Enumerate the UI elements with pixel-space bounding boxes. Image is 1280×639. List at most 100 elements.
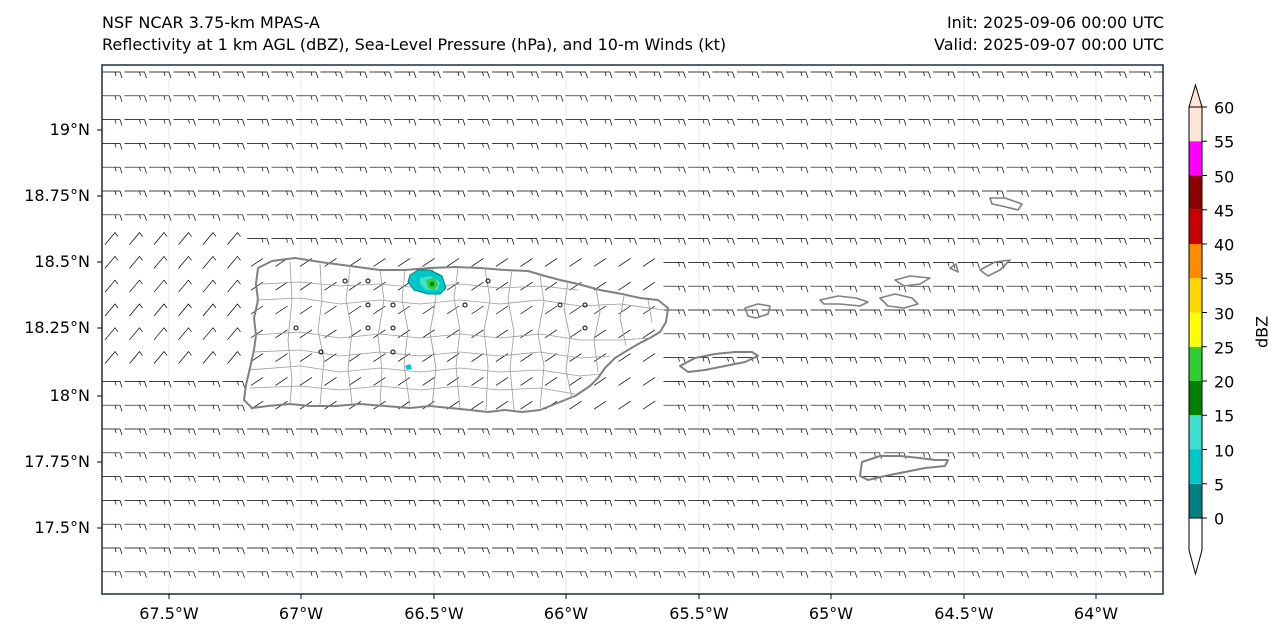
wind-barb [348,353,362,362]
wind-barb [618,281,631,291]
wind-barb [198,571,221,578]
wind-barb [835,214,858,221]
wind-barb [761,262,784,269]
wind-barb [443,95,466,102]
wind-barb [614,547,637,555]
wind-barb [247,119,270,126]
wind-barb [957,476,980,483]
wind-barb [1055,428,1078,436]
wind-barb [663,452,686,459]
wind-barb [227,327,241,341]
wind-barb [859,523,882,531]
wind-barb [810,428,833,436]
wind-barb [471,258,484,267]
wind-barb [761,428,784,436]
wind-barb [250,258,264,267]
wind-barb [908,95,931,102]
lat-tick-label: 19°N [49,120,90,139]
wind-barb [957,285,980,293]
wind-barb [1129,309,1152,317]
wind-barb [104,351,119,364]
wind-barb [1055,95,1078,102]
wind-barb [1031,596,1053,602]
lon-tick-label: 67°W [278,604,324,623]
wind-barb [296,476,319,483]
field-title: Reflectivity at 1 km AGL (dBZ), Sea-Leve… [102,35,727,54]
wind-barb [642,400,656,410]
wind-barb [124,190,147,198]
wind-barb [369,166,392,174]
wind-barb [198,95,221,102]
wind-barb [859,238,882,245]
wind-barb [884,214,907,221]
wind-barb [1031,381,1054,388]
wind-barb [835,333,858,340]
wind-barb [467,571,490,578]
wind-barb [712,333,735,340]
wind-barb [467,547,490,555]
wind-barb [1104,71,1127,79]
wind-barb [590,523,613,531]
wind-barb [590,166,613,174]
wind-barb [104,232,119,245]
wind-barb [1006,262,1029,269]
wind-barb [859,95,882,102]
wind-barb [884,596,906,602]
wind-barb [516,452,539,459]
colorbar-segment [1189,312,1202,347]
wind-barb [102,71,123,79]
colorbar-segment [1189,483,1202,518]
wind-barb [495,377,509,386]
wind-barb [614,95,637,102]
wind-barb [933,309,956,317]
wind-barb [642,353,656,362]
wind-barb [1031,500,1054,507]
wind-barb [1006,95,1029,102]
wind-barb [443,166,466,174]
wind-barb [1080,95,1103,102]
wind-barb [1055,333,1078,340]
wind-barb [982,95,1005,102]
wind-barb [418,523,441,531]
wind-barb [982,143,1005,150]
wind-barb [198,190,221,198]
wind-barb [394,428,417,436]
colorbar-title: dBZ [1252,315,1272,349]
wind-barb [247,596,269,602]
wind-barb [394,547,417,555]
wind-barb [174,596,196,602]
wind-barb [471,377,484,386]
wind-barb [908,476,931,483]
colorbar-tick-label: 25 [1214,338,1235,358]
wind-barb [835,547,858,555]
wind-barb [296,428,319,436]
wind-barb [541,143,564,150]
wind-barb [835,404,858,412]
lon-tick-label: 65.5°W [669,604,729,623]
wind-barb [957,95,980,102]
wind-barb [810,404,833,412]
wind-barb [908,571,931,578]
wind-barb [1055,404,1078,412]
wind-barb [222,381,245,388]
wind-barb [516,428,539,436]
wind-barb [1104,238,1127,245]
wind-barb [786,166,809,174]
wind-barb [345,95,368,102]
wind-barb [541,547,564,555]
wind-barb [835,190,858,198]
wind-barb [124,547,147,555]
wind-barb [908,547,931,555]
wind-barb [614,523,637,531]
wind-barb [198,596,220,602]
wind-barb [1153,523,1163,525]
wind-barb [222,214,245,221]
wind-barb [100,596,122,602]
colorbar-extend-top [1188,83,1203,108]
wind-barb [467,428,490,436]
wind-barb [296,214,319,221]
wind-barb [397,377,411,386]
wind-barb [933,596,955,602]
wind-barb [149,190,172,198]
wind-barb [443,476,466,483]
